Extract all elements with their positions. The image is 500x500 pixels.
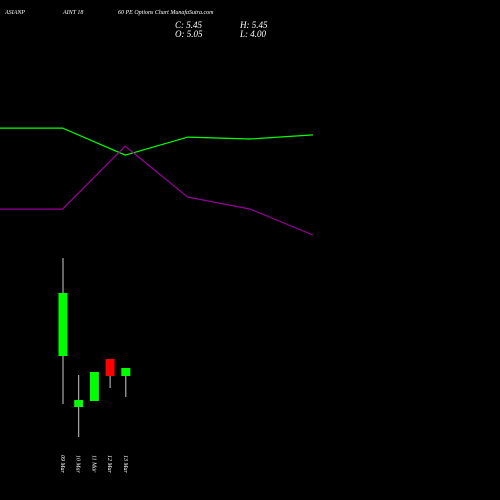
ohlc-label: C: 5.45 bbox=[175, 20, 203, 30]
title-part: 60 PE Options Chart MunafaSutra.com bbox=[118, 9, 214, 16]
title-part: ASIANP bbox=[4, 10, 25, 16]
ohlc-label: O: 5.05 bbox=[175, 29, 203, 39]
x-tick-label: 11 Mar bbox=[90, 455, 96, 473]
x-tick-label: 10 Mar bbox=[75, 455, 81, 473]
ohlc-label: L: 4.00 bbox=[239, 29, 267, 39]
x-tick-label: 12 Mar bbox=[106, 455, 112, 473]
candle-body bbox=[58, 293, 68, 356]
x-tick-label: 13 Mar bbox=[122, 455, 128, 473]
title-part: AINT 18 bbox=[62, 10, 83, 16]
candle-body bbox=[105, 359, 115, 376]
candle-body bbox=[74, 400, 84, 407]
indicator-line bbox=[0, 127, 314, 156]
candle-body bbox=[89, 372, 99, 401]
x-tick-label: 09 Mar bbox=[59, 455, 65, 473]
ohlc-label: H: 5.45 bbox=[239, 20, 268, 30]
indicator-line bbox=[0, 145, 314, 236]
candle-body bbox=[121, 368, 131, 376]
